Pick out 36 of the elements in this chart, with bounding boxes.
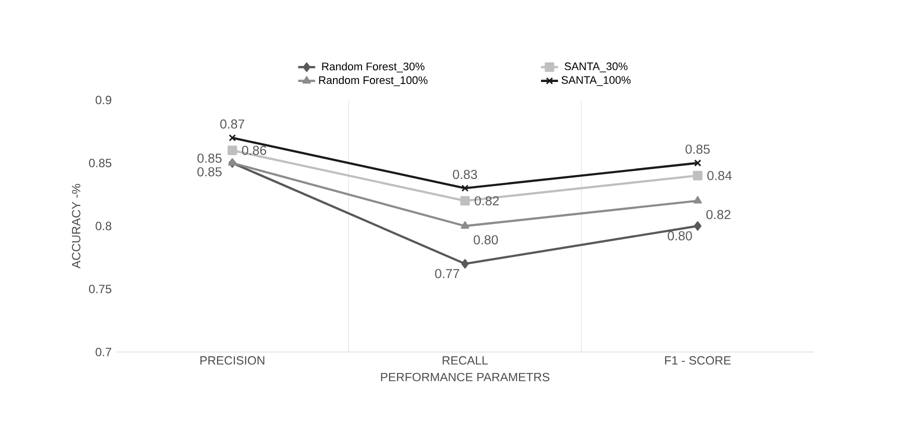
data-label: 0.80	[474, 235, 498, 244]
point	[694, 221, 702, 231]
data-label: 0.83	[452, 170, 478, 179]
legend-label: SANTA_100%	[562, 76, 631, 86]
point	[228, 134, 236, 142]
point	[461, 184, 469, 192]
data-label: 0.85	[197, 154, 222, 163]
legend-label: Random Forest_30%	[322, 62, 424, 72]
y-tick-label: 0.9	[96, 96, 112, 104]
data-label: 0.82	[706, 210, 730, 220]
point	[228, 146, 238, 156]
point	[693, 196, 702, 204]
y-tick-label: 0.75	[89, 284, 112, 294]
legend-label: SANTA_30%	[564, 62, 628, 72]
x-tick-label: PRECISION	[200, 356, 264, 365]
point	[461, 259, 469, 269]
point	[460, 221, 470, 229]
data-label: 0.87	[220, 119, 244, 129]
legend-label: Random Forest_100%	[319, 76, 428, 86]
y-tick-label: 0.85	[89, 158, 112, 168]
point	[460, 196, 470, 206]
y-axis-title: ACCURACY -%	[72, 184, 80, 268]
data-label: 0.82	[474, 196, 499, 206]
data-label: 0.86	[242, 146, 266, 155]
x-tick-label: RECALL	[442, 356, 488, 365]
data-label: 0.85	[686, 144, 710, 154]
y-tick-label: 0.7	[96, 348, 112, 356]
data-label: 0.80	[668, 231, 692, 240]
point	[694, 159, 702, 167]
x-tick-label: F1 - SCORE	[665, 356, 731, 365]
data-label: 0.85	[197, 167, 222, 176]
x-axis-title: PERFORMANCE PARAMETRS	[381, 372, 550, 382]
data-label: 0.77	[435, 268, 460, 278]
y-tick-label: 0.8	[96, 222, 112, 230]
data-label: 0.84	[707, 171, 732, 180]
point	[692, 170, 702, 180]
